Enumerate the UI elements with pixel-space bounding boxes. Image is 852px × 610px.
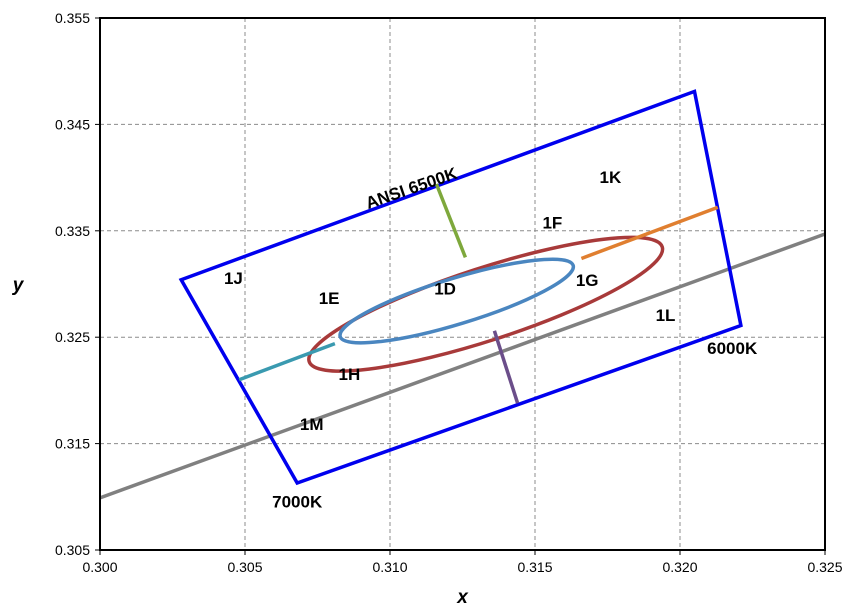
region-label: 7000K <box>272 492 323 511</box>
x-axis-title: x <box>456 587 469 608</box>
y-tick-label: 0.305 <box>55 542 90 558</box>
lower-segment <box>492 330 520 404</box>
region-label: 6000K <box>707 339 758 358</box>
y-tick-label: 0.345 <box>55 116 90 132</box>
plot-frame <box>99 17 826 551</box>
x-tick-label: 0.315 <box>517 559 552 575</box>
region-label: 1D <box>434 280 456 299</box>
x-tick-label: 0.325 <box>807 559 842 575</box>
plot-shapes <box>99 89 826 500</box>
x-tick-label: 0.320 <box>662 559 697 575</box>
region-label: 1M <box>300 415 324 434</box>
region-label: 1G <box>576 271 599 290</box>
region-label: 1L <box>656 306 676 325</box>
y-tick-labels: 0.305 0.315 0.325 0.335 0.345 0.355 <box>55 10 90 558</box>
grid-layer <box>95 17 826 555</box>
x-tick-labels: 0.300 0.305 0.310 0.315 0.320 0.325 <box>82 559 842 575</box>
left-segment <box>238 341 336 382</box>
inner-ellipse <box>338 257 576 345</box>
region-label: 1E <box>319 289 340 308</box>
y-tick-label: 0.355 <box>55 10 90 26</box>
x-tick-label: 0.310 <box>372 559 407 575</box>
y-axis-title: y <box>12 275 25 296</box>
y-tick-label: 0.315 <box>55 436 90 452</box>
ansi-quadrangle <box>178 89 743 486</box>
region-label: 1J <box>224 269 243 288</box>
right-segment <box>580 205 719 261</box>
x-tick-label: 0.300 <box>82 559 117 575</box>
locus-line <box>99 232 826 500</box>
region-label: 1F <box>542 214 562 233</box>
y-tick-label: 0.325 <box>55 329 90 345</box>
upper-segment <box>434 183 468 259</box>
y-tick-label: 0.335 <box>55 223 90 239</box>
x-tick-label: 0.305 <box>227 559 262 575</box>
region-label: 1H <box>339 365 361 384</box>
region-label: 1K <box>600 168 622 187</box>
